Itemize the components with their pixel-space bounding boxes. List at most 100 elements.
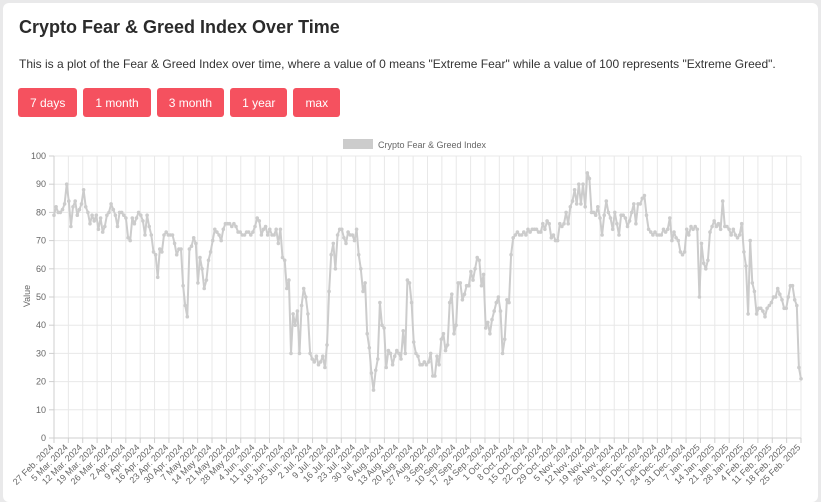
data-point[interactable] (591, 210, 596, 215)
data-point[interactable] (767, 303, 772, 308)
data-point[interactable] (549, 236, 554, 240)
data-point[interactable] (403, 351, 408, 356)
data-point[interactable] (111, 207, 116, 212)
data-point[interactable] (564, 210, 568, 215)
data-point[interactable] (424, 362, 429, 367)
data-point[interactable] (505, 298, 509, 302)
data-point[interactable] (333, 267, 338, 271)
data-point[interactable] (519, 233, 524, 237)
data-point[interactable] (151, 250, 156, 254)
data-point[interactable] (610, 227, 615, 232)
data-point[interactable] (238, 230, 242, 234)
data-point[interactable] (128, 238, 132, 243)
data-point[interactable] (566, 221, 570, 226)
data-point[interactable] (763, 314, 767, 319)
data-point[interactable] (340, 227, 344, 232)
data-point[interactable] (587, 176, 592, 181)
data-point[interactable] (433, 374, 437, 378)
data-point[interactable] (291, 312, 295, 316)
data-point[interactable] (384, 365, 389, 370)
data-point[interactable] (602, 213, 606, 217)
data-point[interactable] (321, 354, 325, 359)
data-point[interactable] (62, 202, 67, 206)
data-point[interactable] (792, 298, 797, 302)
data-point[interactable] (227, 221, 232, 226)
data-point[interactable] (405, 278, 410, 282)
data-point[interactable] (90, 213, 94, 217)
data-point[interactable] (81, 188, 86, 192)
data-point[interactable] (139, 213, 143, 217)
data-point[interactable] (477, 258, 482, 263)
data-point[interactable] (596, 205, 600, 209)
data-point[interactable] (769, 300, 774, 305)
data-point[interactable] (255, 216, 259, 220)
data-point[interactable] (113, 213, 118, 217)
data-point[interactable] (483, 326, 488, 330)
data-point[interactable] (720, 199, 725, 203)
data-point[interactable] (75, 213, 80, 217)
data-point[interactable] (437, 362, 441, 367)
data-point[interactable] (251, 230, 255, 234)
data-point[interactable] (323, 365, 327, 370)
data-point[interactable] (335, 233, 340, 237)
data-point[interactable] (492, 309, 497, 313)
data-point[interactable] (778, 292, 782, 297)
data-point[interactable] (285, 286, 289, 291)
data-point[interactable] (399, 357, 403, 361)
data-point[interactable] (259, 233, 264, 237)
data-point[interactable] (452, 331, 456, 336)
data-point[interactable] (132, 221, 137, 226)
data-point[interactable] (390, 362, 395, 367)
data-point[interactable] (445, 343, 450, 347)
data-point[interactable] (234, 224, 238, 229)
data-point[interactable] (310, 357, 315, 361)
data-point[interactable] (170, 233, 175, 237)
data-point[interactable] (562, 221, 566, 226)
data-point[interactable] (687, 233, 691, 237)
data-point[interactable] (306, 312, 310, 316)
data-point[interactable] (748, 238, 752, 243)
data-point[interactable] (71, 205, 75, 209)
range-1-month-button[interactable]: 1 month (83, 88, 151, 117)
data-point[interactable] (416, 354, 420, 359)
data-point[interactable] (462, 292, 467, 297)
data-point[interactable] (598, 216, 602, 220)
data-point[interactable] (316, 362, 321, 367)
data-point[interactable] (714, 224, 719, 229)
data-point[interactable] (274, 227, 279, 232)
data-point[interactable] (765, 306, 769, 311)
data-point[interactable] (367, 346, 372, 350)
data-point[interactable] (342, 236, 346, 240)
data-point[interactable] (678, 250, 683, 254)
data-point[interactable] (706, 258, 710, 263)
data-point[interactable] (797, 365, 801, 370)
data-point[interactable] (733, 233, 738, 237)
data-point[interactable] (109, 202, 113, 206)
data-point[interactable] (490, 317, 494, 322)
chart-legend[interactable]: Crypto Fear & Greed Index (343, 139, 487, 150)
data-point[interactable] (202, 286, 206, 291)
data-point[interactable] (143, 233, 147, 237)
data-point[interactable] (744, 264, 748, 268)
data-point[interactable] (346, 230, 350, 234)
data-point[interactable] (386, 348, 391, 353)
data-point[interactable] (122, 213, 126, 217)
data-point[interactable] (189, 244, 194, 248)
data-point[interactable] (712, 219, 716, 223)
data-point[interactable] (428, 351, 433, 356)
data-point[interactable] (479, 283, 484, 288)
data-point[interactable] (458, 281, 463, 285)
data-point[interactable] (663, 230, 668, 234)
data-point[interactable] (649, 230, 653, 234)
data-point[interactable] (509, 252, 513, 257)
data-point[interactable] (297, 351, 302, 356)
data-point[interactable] (92, 219, 96, 223)
data-point[interactable] (780, 298, 784, 302)
data-point[interactable] (100, 230, 105, 234)
data-point[interactable] (727, 227, 731, 232)
data-point[interactable] (640, 196, 645, 201)
data-point[interactable] (691, 227, 695, 232)
data-point[interactable] (750, 281, 755, 285)
data-point[interactable] (213, 227, 217, 232)
data-point[interactable] (629, 210, 634, 215)
